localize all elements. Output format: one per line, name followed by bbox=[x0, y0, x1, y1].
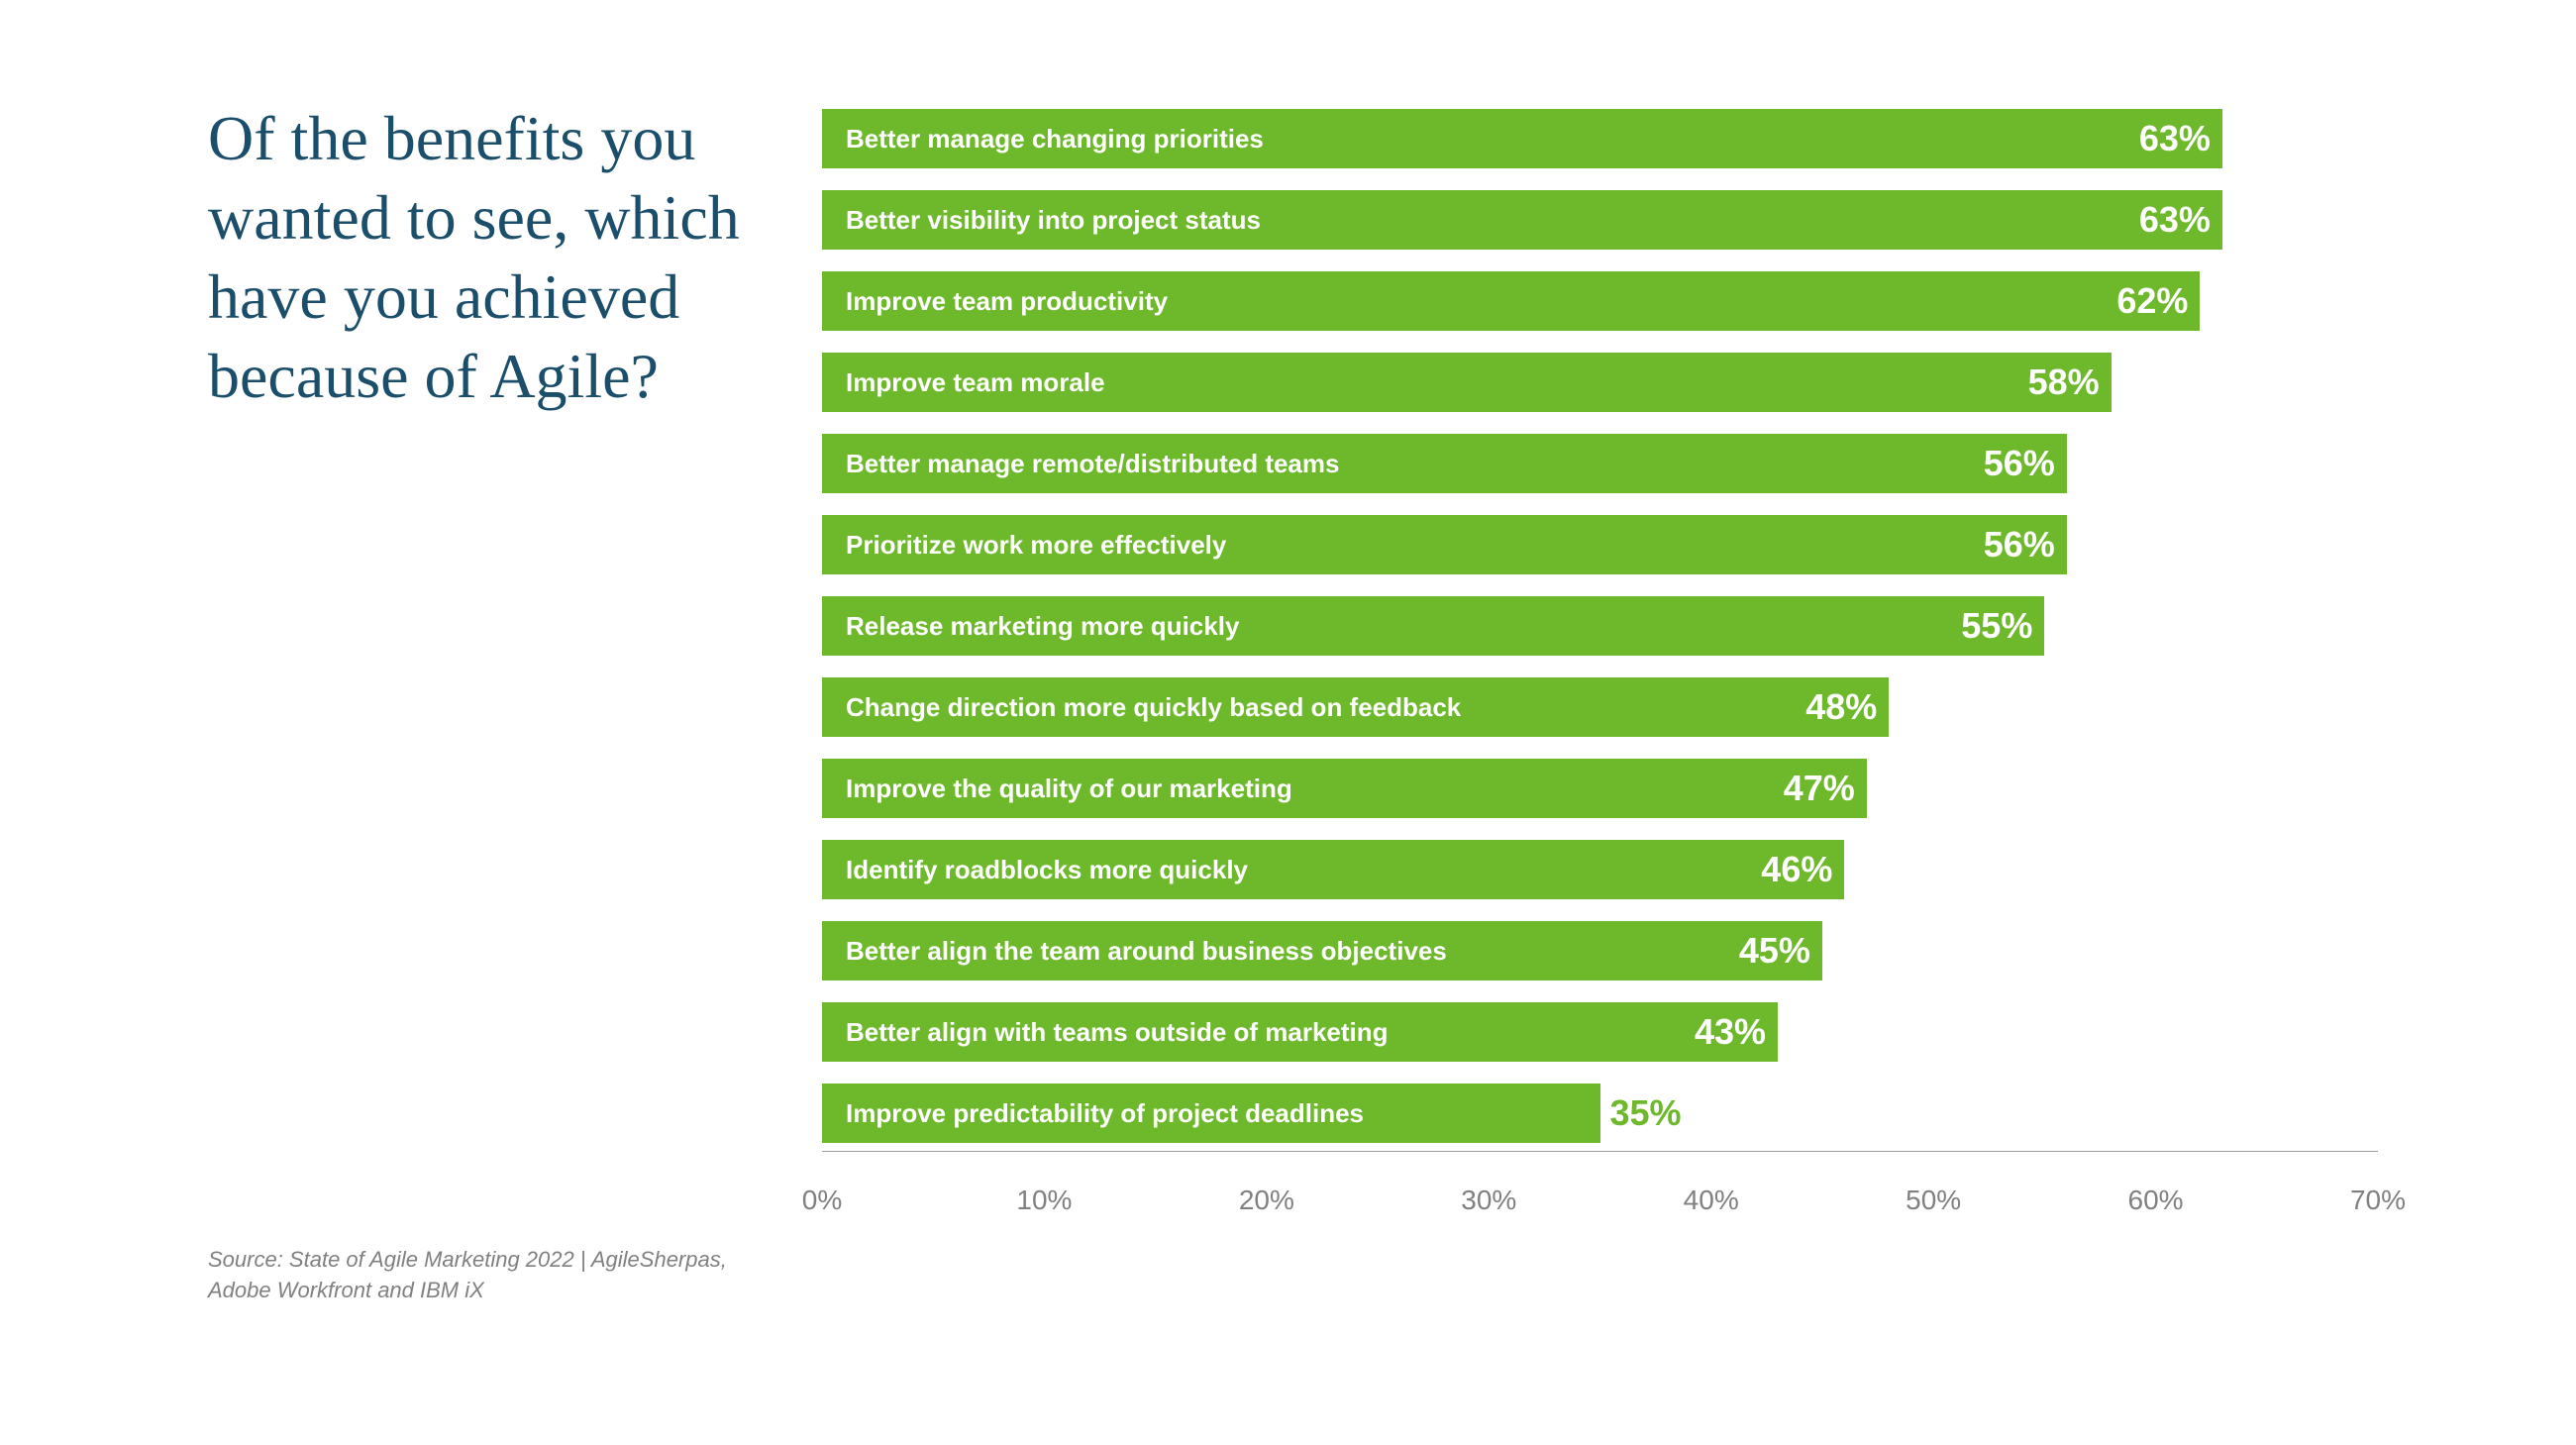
bar: Improve team morale 58% bbox=[822, 353, 2112, 412]
bar: Improve team productivity 62% bbox=[822, 271, 2200, 331]
bar-row: Prioritize work more effectively 56% bbox=[822, 515, 2378, 574]
x-axis-tick: 30% bbox=[1461, 1185, 1516, 1216]
x-axis-labels: 0%10%20%30%40%50%60%70% bbox=[822, 1171, 2378, 1220]
bar-row: Identify roadblocks more quickly 46% bbox=[822, 840, 2378, 899]
bar: Improve the quality of our marketing 47% bbox=[822, 759, 1867, 818]
bar-value: 43% bbox=[1695, 1011, 1766, 1053]
bar-row: Better manage changing priorities 63% bbox=[822, 109, 2378, 168]
bar: Better align the team around business ob… bbox=[822, 921, 1822, 981]
bar-label: Identify roadblocks more quickly bbox=[846, 855, 1248, 885]
bar-value: 62% bbox=[2116, 280, 2188, 322]
bar-value: 47% bbox=[1784, 768, 1855, 809]
bar-value: 48% bbox=[1805, 686, 1877, 728]
bar-row: Change direction more quickly based on f… bbox=[822, 677, 2378, 737]
x-axis-tick: 50% bbox=[1906, 1185, 1961, 1216]
bar-value: 45% bbox=[1739, 930, 1810, 972]
bar-value: 46% bbox=[1761, 849, 1832, 890]
bar-row: Improve the quality of our marketing 47% bbox=[822, 759, 2378, 818]
bar: Change direction more quickly based on f… bbox=[822, 677, 1889, 737]
bar: Release marketing more quickly 55% bbox=[822, 596, 2044, 656]
bar-row: Better align the team around business ob… bbox=[822, 921, 2378, 981]
x-axis-line bbox=[822, 1151, 2378, 1152]
bar-label: Better align with teams outside of marke… bbox=[846, 1017, 1389, 1048]
x-axis-tick: 20% bbox=[1239, 1185, 1294, 1216]
chart-title: Of the benefits you wanted to see, which… bbox=[208, 99, 782, 416]
bar: Better manage changing priorities 63% bbox=[822, 109, 2222, 168]
bar-value: 63% bbox=[2139, 199, 2211, 241]
bar-value: 63% bbox=[2139, 118, 2211, 159]
bar-value: 56% bbox=[1984, 443, 2055, 484]
bar-label: Prioritize work more effectively bbox=[846, 530, 1226, 561]
bar: Identify roadblocks more quickly 46% bbox=[822, 840, 1844, 899]
x-axis-tick: 0% bbox=[802, 1185, 842, 1216]
bar-label: Improve team morale bbox=[846, 367, 1105, 398]
bar-row: Improve predictability of project deadli… bbox=[822, 1084, 2378, 1143]
bar-label: Improve predictability of project deadli… bbox=[846, 1098, 1364, 1129]
x-axis-tick: 60% bbox=[2128, 1185, 2184, 1216]
left-column: Of the benefits you wanted to see, which… bbox=[208, 99, 822, 1366]
bar: Prioritize work more effectively 56% bbox=[822, 515, 2067, 574]
chart-area: Better manage changing priorities63%Bett… bbox=[822, 99, 2378, 1366]
source-citation: Source: State of Agile Marketing 2022 | … bbox=[208, 1245, 782, 1306]
bar-label: Release marketing more quickly bbox=[846, 611, 1239, 642]
bar-value: 58% bbox=[2028, 361, 2100, 403]
bar-row: Better manage remote/distributed teams 56… bbox=[822, 434, 2378, 493]
bars-container: Better manage changing priorities63%Bett… bbox=[822, 109, 2378, 1143]
bar: Improve predictability of project deadli… bbox=[822, 1084, 1600, 1143]
bar-row: Better visibility into project status 63% bbox=[822, 190, 2378, 250]
chart-container: Of the benefits you wanted to see, which… bbox=[0, 0, 2576, 1445]
bar-value: 55% bbox=[1961, 605, 2032, 647]
bar: Better align with teams outside of marke… bbox=[822, 1002, 1778, 1062]
bar-label: Better manage remote/distributed teams bbox=[846, 449, 1339, 479]
bar-row: Improve team morale 58% bbox=[822, 353, 2378, 412]
bar-row: Improve team productivity 62% bbox=[822, 271, 2378, 331]
bar-value: 56% bbox=[1984, 524, 2055, 566]
bar-label: Change direction more quickly based on f… bbox=[846, 692, 1461, 723]
bar-value: 35% bbox=[1600, 1084, 1682, 1143]
x-axis-tick: 70% bbox=[2350, 1185, 2406, 1216]
bar-row: Better align with teams outside of marke… bbox=[822, 1002, 2378, 1062]
bar-label: Better manage changing priorities bbox=[846, 124, 1264, 155]
bar: Better manage remote/distributed teams 56… bbox=[822, 434, 2067, 493]
bar-row: Release marketing more quickly 55% bbox=[822, 596, 2378, 656]
bar-label: Better visibility into project status bbox=[846, 205, 1261, 236]
bar-label: Improve team productivity bbox=[846, 286, 1168, 317]
x-axis-tick: 10% bbox=[1016, 1185, 1072, 1216]
x-axis-tick: 40% bbox=[1684, 1185, 1739, 1216]
bar-label: Improve the quality of our marketing bbox=[846, 774, 1292, 804]
bar: Better visibility into project status 63% bbox=[822, 190, 2222, 250]
bar-label: Better align the team around business ob… bbox=[846, 936, 1447, 967]
